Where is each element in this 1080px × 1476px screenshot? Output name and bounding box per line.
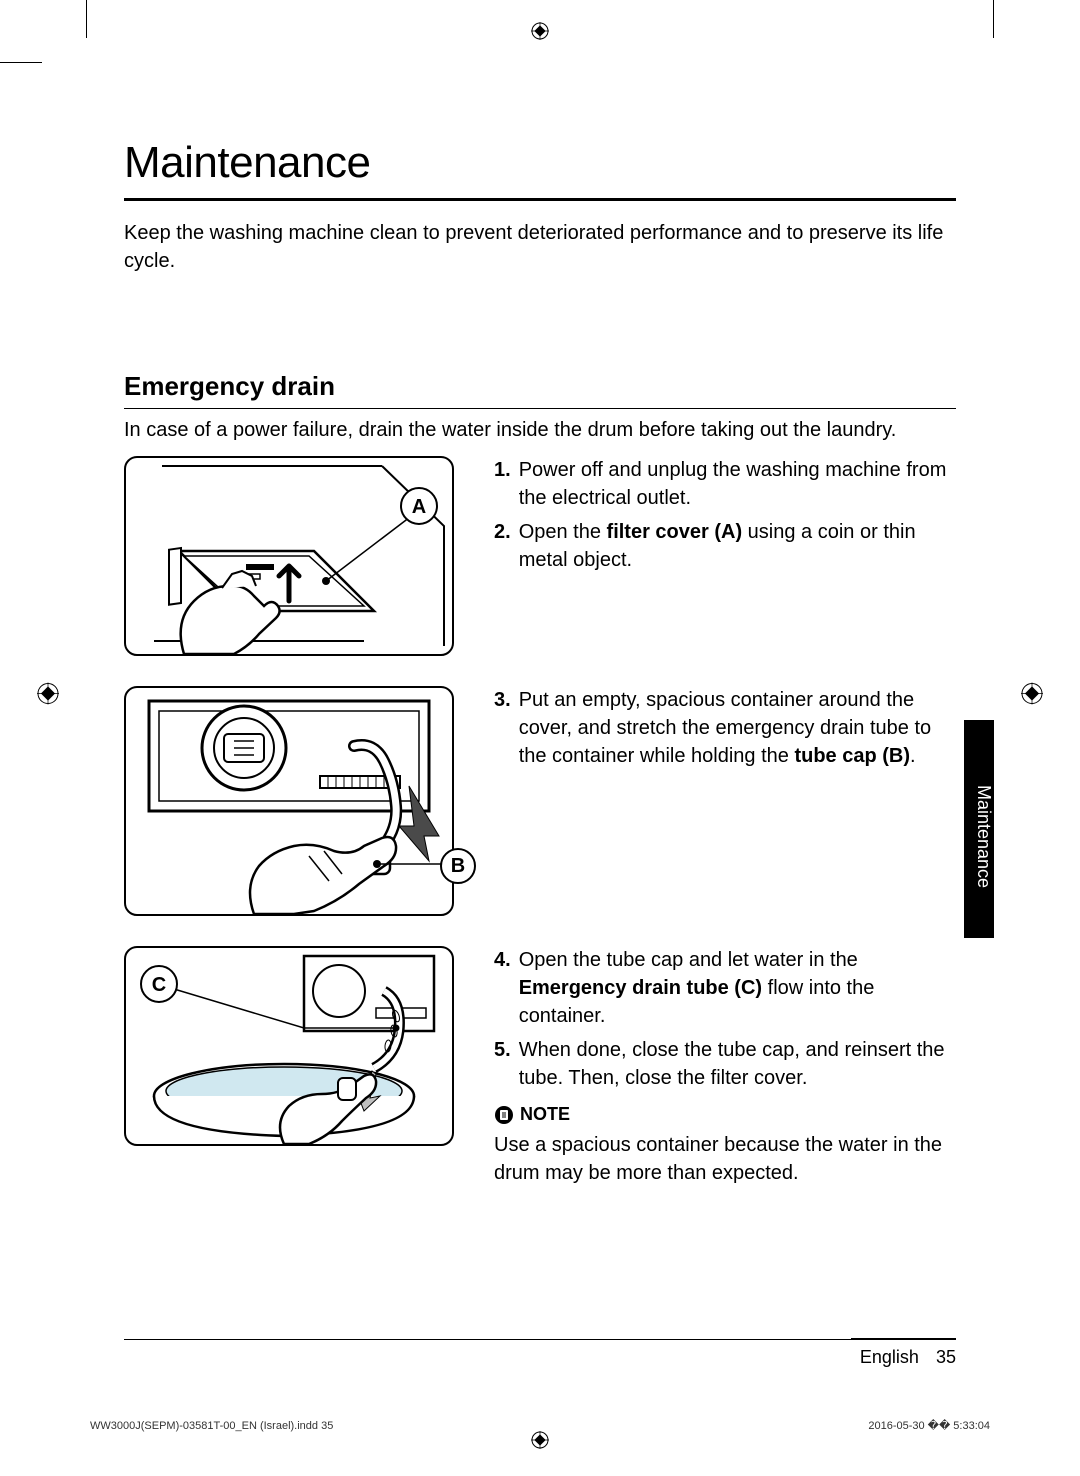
note-label: NOTE xyxy=(520,1102,570,1127)
footer-page-number: 35 xyxy=(936,1347,956,1367)
step-text: Put an empty, spacious container around … xyxy=(519,686,956,770)
frame-mark xyxy=(993,0,994,38)
note-header: NOTE xyxy=(494,1102,956,1127)
step-block-c: C 4.Open the tube cap and let water in t… xyxy=(124,946,956,1187)
crop-mark-left xyxy=(37,683,59,710)
frame-mark xyxy=(86,0,87,38)
title-rule xyxy=(124,198,956,201)
step-item: 4.Open the tube cap and let water in the… xyxy=(494,946,956,1030)
crop-mark-top xyxy=(531,22,549,40)
crop-mark-right xyxy=(1021,683,1043,710)
footer-date: 2016-05-30 �� 5:33:04 xyxy=(868,1419,990,1432)
figure-c: C xyxy=(124,946,454,1187)
figure-a: A xyxy=(124,456,454,656)
step-text: Open the filter cover (A) using a coin o… xyxy=(519,518,956,574)
section-intro: In case of a power failure, drain the wa… xyxy=(124,419,956,442)
step-text: Open the tube cap and let water in the E… xyxy=(519,946,956,1030)
figure-b: B xyxy=(124,686,454,916)
steps-a: 1.Power off and unplug the washing machi… xyxy=(494,456,956,656)
section-heading: Emergency drain xyxy=(124,371,956,402)
step-item: 5.When done, close the tube cap, and rei… xyxy=(494,1036,956,1092)
step-number: 3. xyxy=(494,686,511,770)
step-block-b: B 3.Put an empty, spacious container aro… xyxy=(124,686,956,916)
section-rule xyxy=(124,408,956,409)
figure-a-label: A xyxy=(412,496,426,518)
footer-file: WW3000J(SEPM)-03581T-00_EN (Israel).indd… xyxy=(90,1420,333,1432)
step-number: 2. xyxy=(494,518,511,574)
step-text: Power off and unplug the washing machine… xyxy=(519,456,956,512)
figure-c-label: C xyxy=(152,974,166,996)
footer-lang-text: English xyxy=(860,1347,919,1367)
crop-mark-bottom xyxy=(531,1431,549,1454)
side-tab: Maintenance xyxy=(964,720,994,938)
intro-text: Keep the washing machine clean to preven… xyxy=(124,219,956,275)
step-item: 3.Put an empty, spacious container aroun… xyxy=(494,686,956,770)
step-number: 5. xyxy=(494,1036,511,1092)
steps-b: 3.Put an empty, spacious container aroun… xyxy=(494,686,956,916)
page-title: Maintenance xyxy=(124,138,956,188)
step-block-a: A 1.Power off and unplug the washing mac… xyxy=(124,456,956,656)
frame-mark xyxy=(0,62,42,63)
step-number: 4. xyxy=(494,946,511,1030)
page-content: Maintenance Keep the washing machine cle… xyxy=(124,138,956,1217)
step-number: 1. xyxy=(494,456,511,512)
step-item: 2.Open the filter cover (A) using a coin… xyxy=(494,518,956,574)
note-text: Use a spacious container because the wat… xyxy=(494,1131,956,1187)
note-icon xyxy=(494,1105,514,1125)
steps-c: 4.Open the tube cap and let water in the… xyxy=(494,946,956,1187)
step-text: When done, close the tube cap, and reins… xyxy=(519,1036,956,1092)
footer-language: English 35 xyxy=(860,1347,956,1368)
figure-b-label: B xyxy=(440,848,476,884)
footer-rule xyxy=(124,1339,956,1340)
step-item: 1.Power off and unplug the washing machi… xyxy=(494,456,956,512)
